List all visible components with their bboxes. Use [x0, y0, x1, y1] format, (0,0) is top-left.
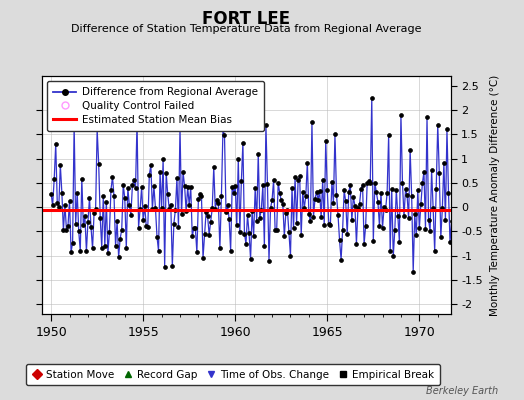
Y-axis label: Monthly Temperature Anomaly Difference (°C): Monthly Temperature Anomaly Difference (…	[489, 74, 499, 316]
Text: Difference of Station Temperature Data from Regional Average: Difference of Station Temperature Data f…	[71, 24, 421, 34]
Text: Berkeley Earth: Berkeley Earth	[425, 386, 498, 396]
Legend: Difference from Regional Average, Quality Control Failed, Estimated Station Mean: Difference from Regional Average, Qualit…	[47, 81, 264, 131]
Text: FORT LEE: FORT LEE	[202, 10, 290, 28]
Legend: Station Move, Record Gap, Time of Obs. Change, Empirical Break: Station Move, Record Gap, Time of Obs. C…	[26, 364, 440, 385]
